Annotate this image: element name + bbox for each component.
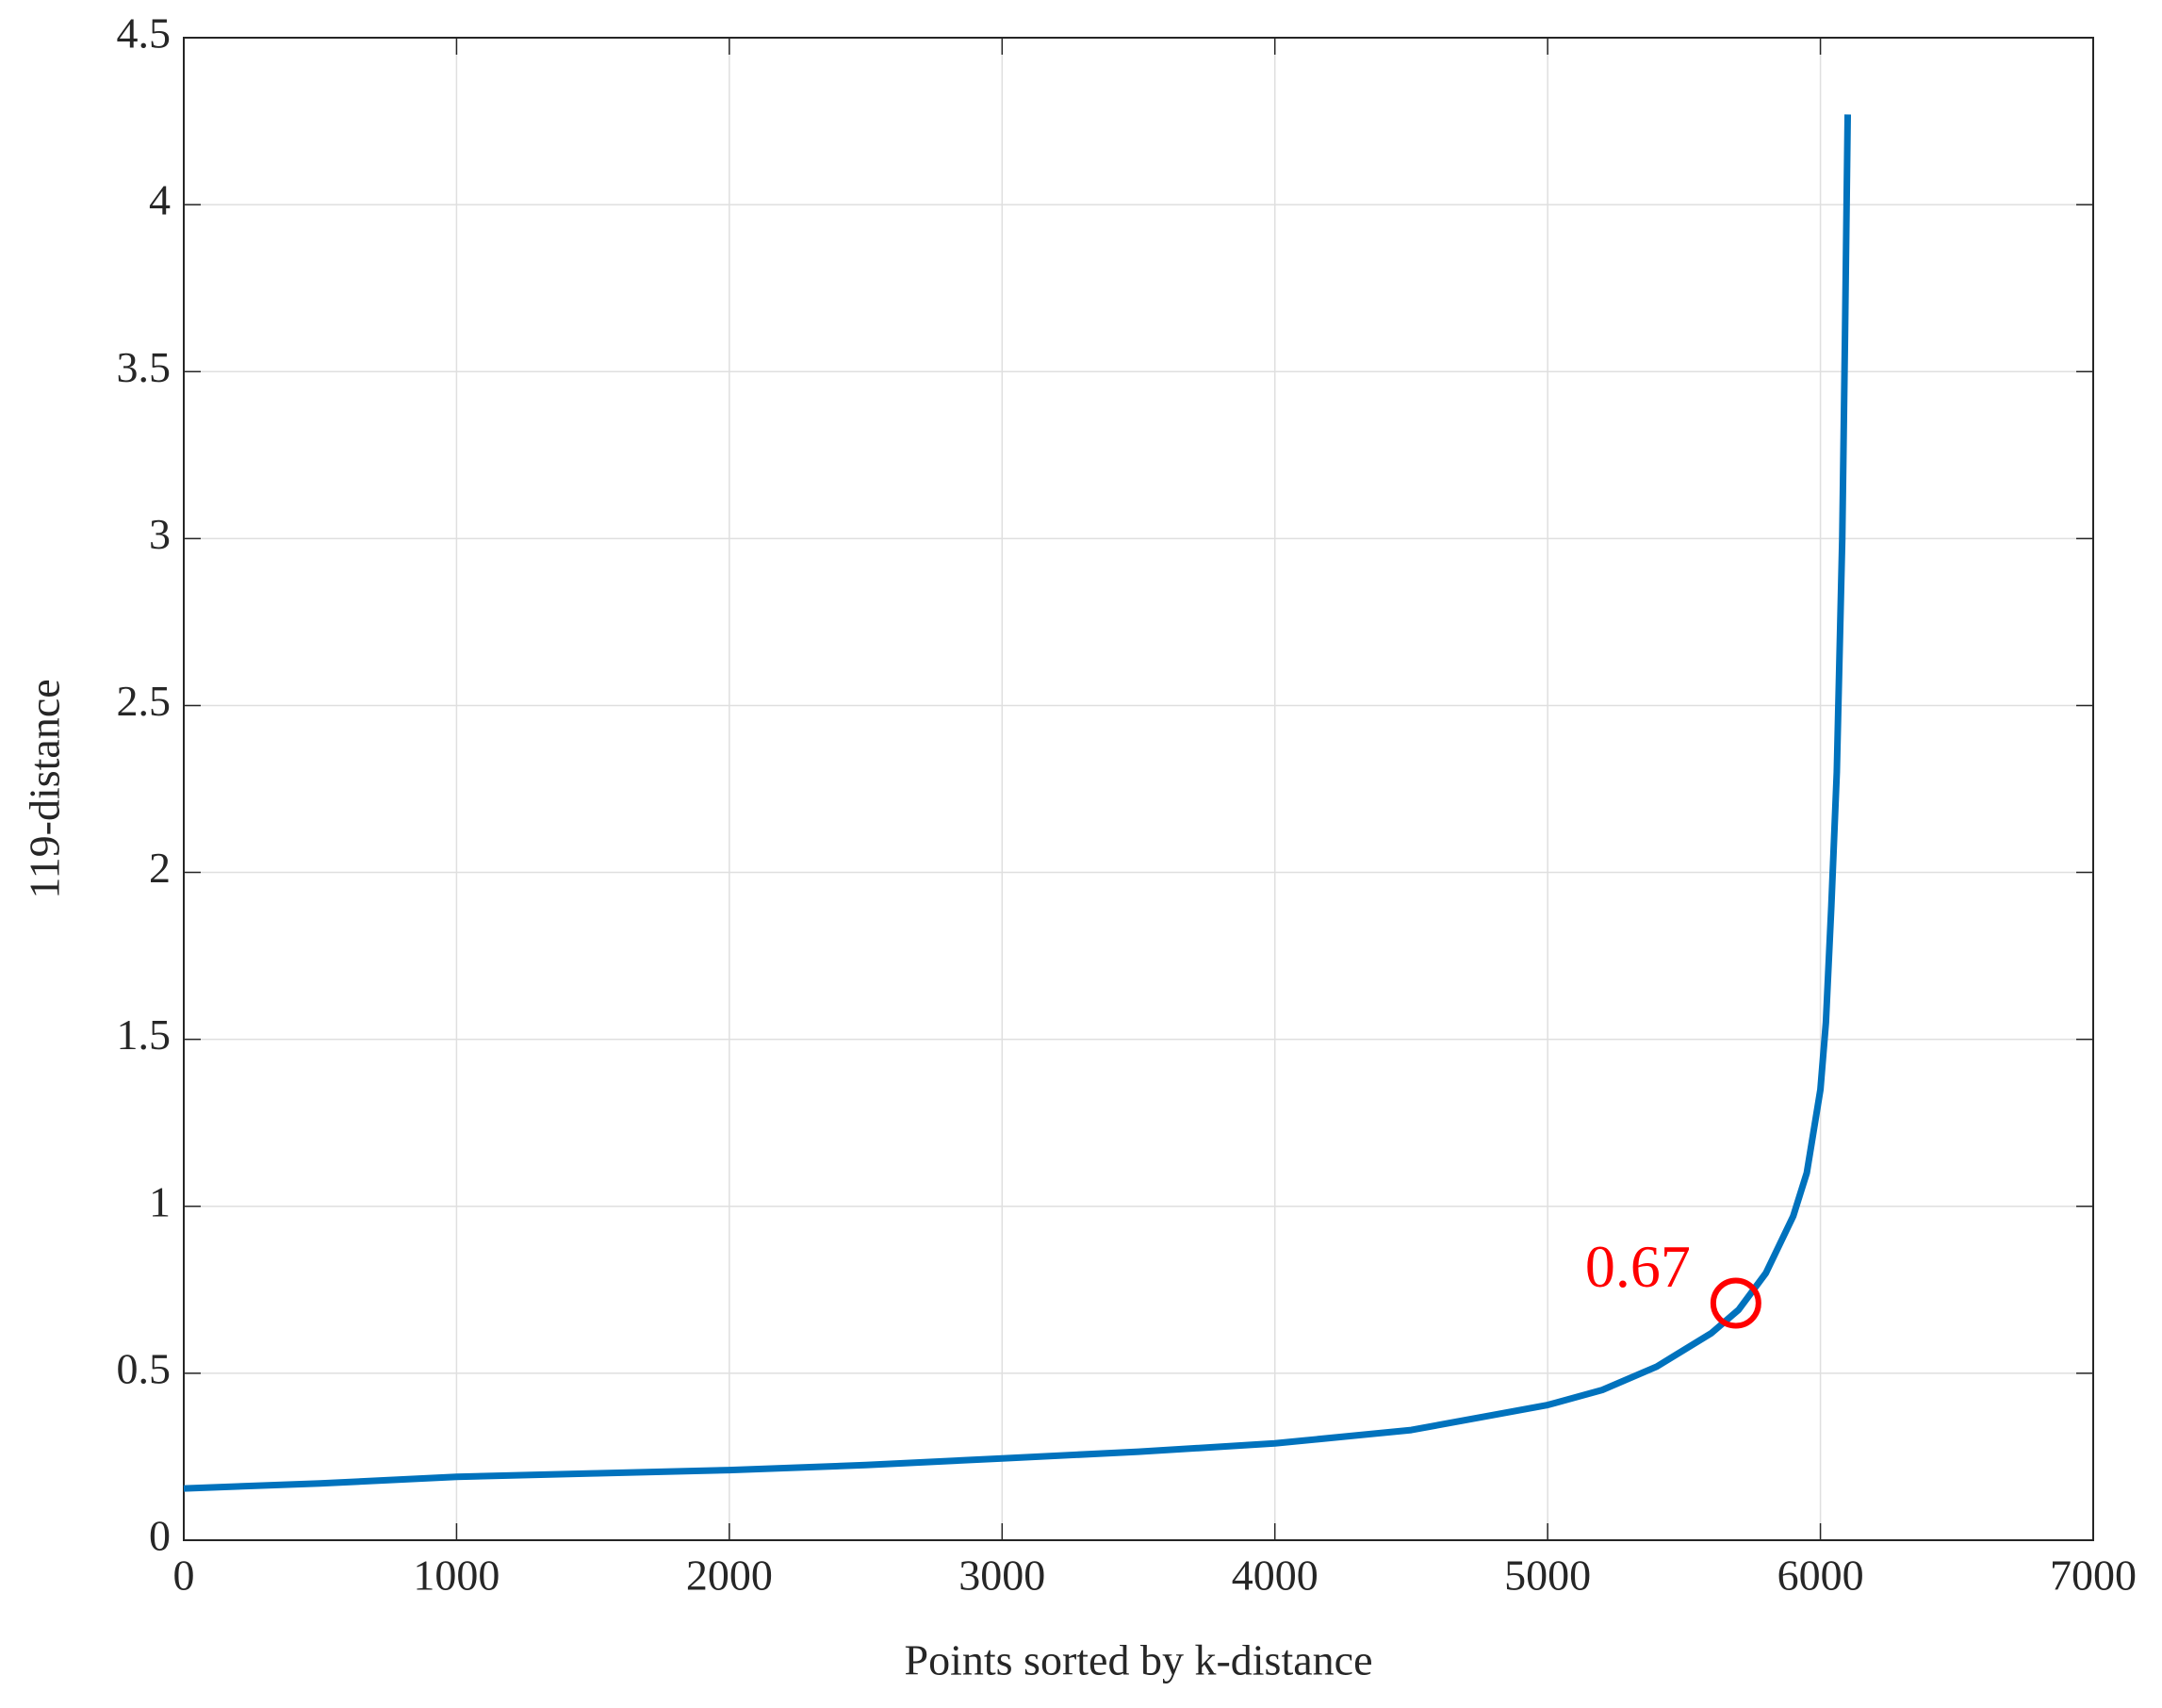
x-tick-label: 0 xyxy=(173,1552,195,1600)
y-tick-label: 4 xyxy=(149,176,171,224)
y-tick-label: 2 xyxy=(149,844,171,892)
y-tick-label: 3.5 xyxy=(117,343,172,391)
y-tick-label: 1.5 xyxy=(117,1010,172,1059)
y-tick-label: 0.5 xyxy=(117,1344,172,1392)
y-tick-label: 1 xyxy=(149,1177,171,1225)
x-axis-label: Points sorted by k-distance xyxy=(905,1636,1373,1684)
y-tick-label: 3 xyxy=(149,510,171,558)
data-line xyxy=(183,114,1852,1492)
annotation-marker xyxy=(1710,1277,1761,1329)
x-tick-label: 7000 xyxy=(2050,1552,2137,1600)
x-tick-label: 1000 xyxy=(413,1552,500,1600)
x-tick-label: 2000 xyxy=(686,1552,773,1600)
y-tick-label: 4.5 xyxy=(117,9,172,57)
annotation-label: 0.67 xyxy=(1585,1233,1691,1300)
x-tick-label: 5000 xyxy=(1504,1552,1591,1600)
x-tick-label: 4000 xyxy=(1232,1552,1318,1600)
axes-box xyxy=(183,37,2094,1541)
y-tick-label: 0 xyxy=(149,1512,171,1560)
y-axis-label: 119-distance xyxy=(21,679,69,898)
x-tick-label: 3000 xyxy=(958,1552,1045,1600)
y-tick-label: 2.5 xyxy=(117,677,172,725)
x-tick-label: 6000 xyxy=(1777,1552,1864,1600)
